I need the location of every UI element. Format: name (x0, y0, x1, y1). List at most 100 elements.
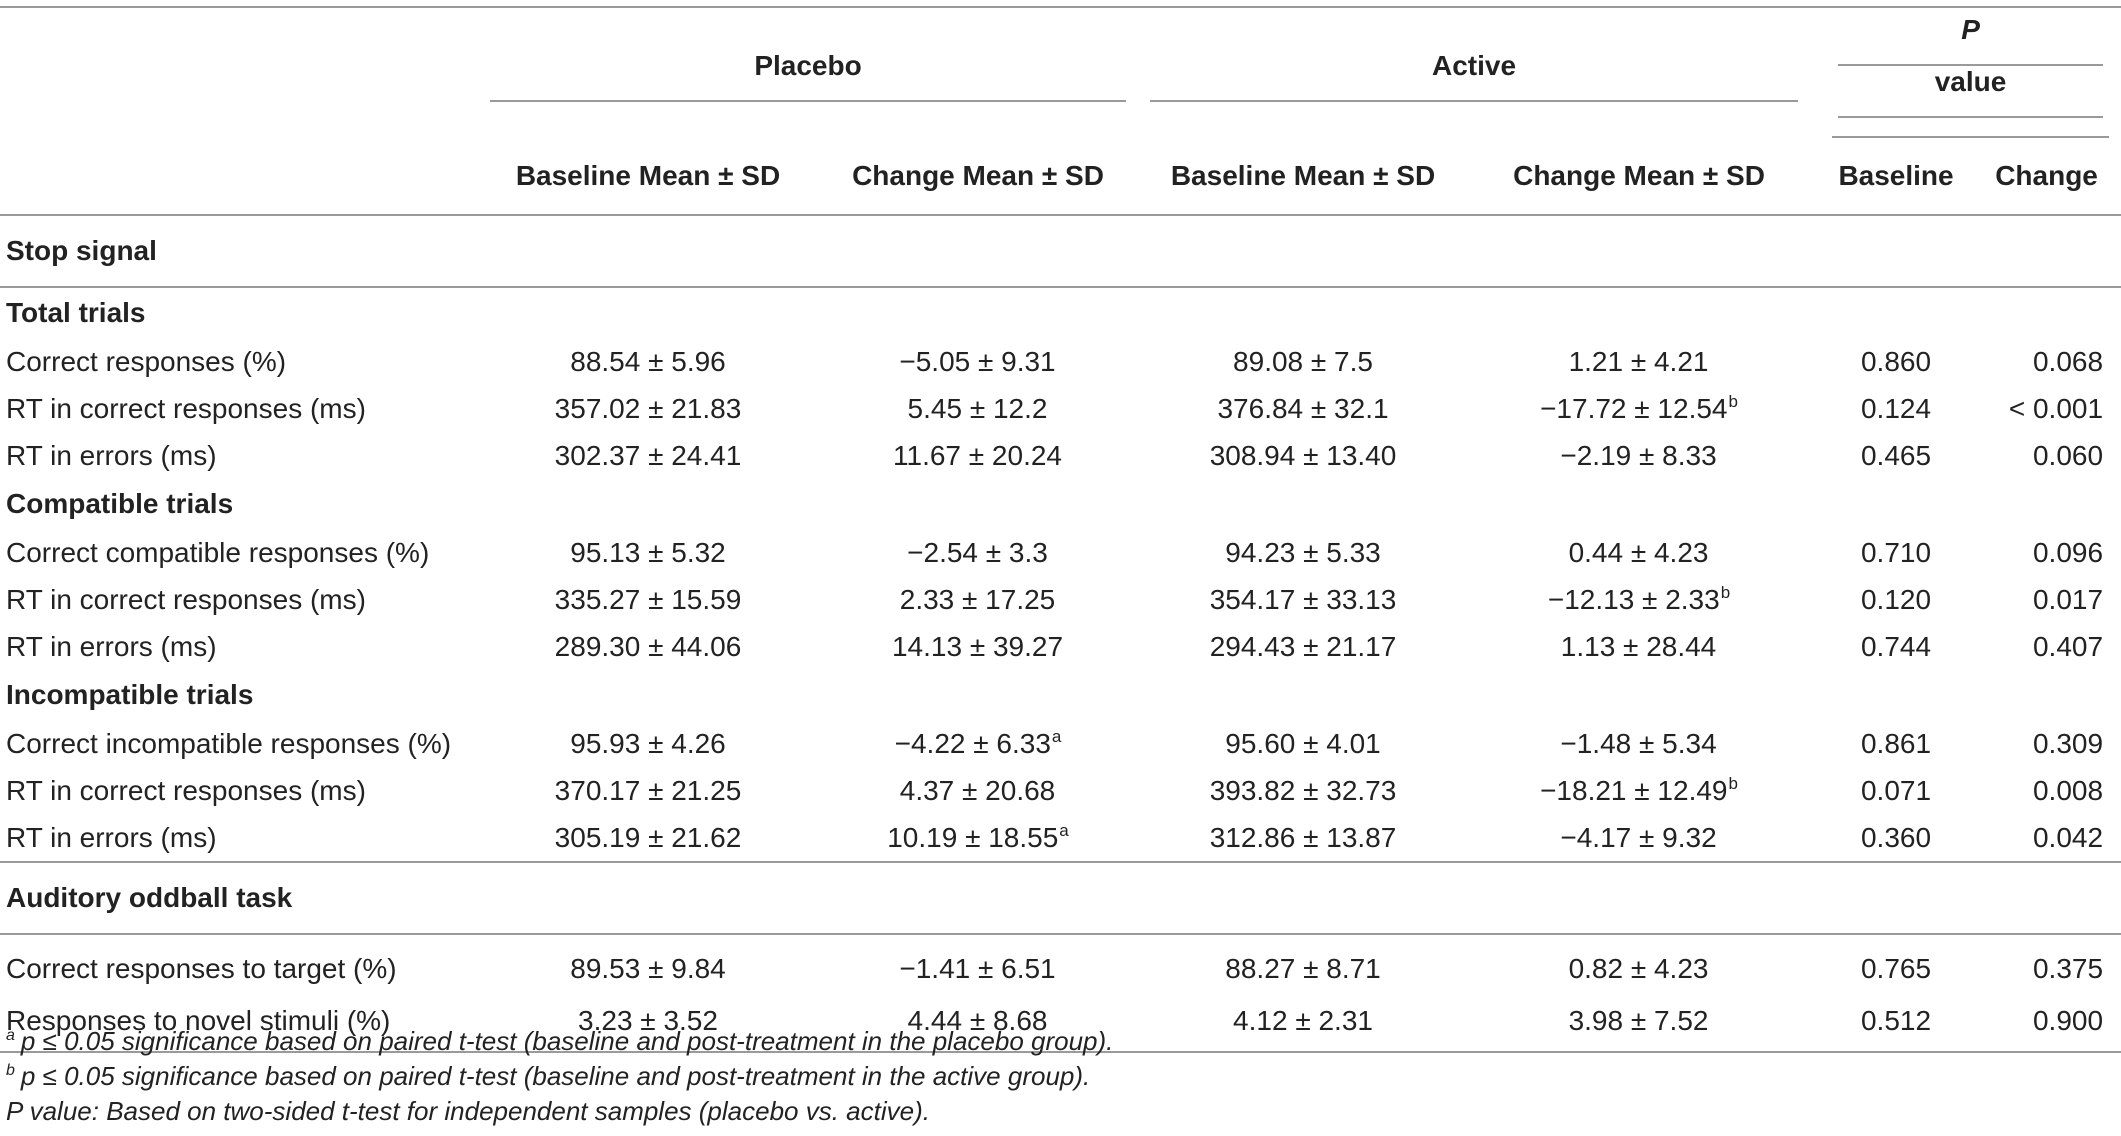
cell-p-change: 0.309 (1972, 720, 2121, 767)
cell-p-change-value: 0.375 (2032, 953, 2104, 984)
cell-p-change: 0.068 (1972, 338, 2121, 385)
footnote-pvalue: P value: Based on two-sided t-test for i… (6, 1094, 1113, 1129)
row-label-value: Correct incompatible responses (%) (6, 727, 452, 759)
col-p-change: Change (1972, 138, 2121, 216)
cell-placebo-change-value: 4.44 ± 8.68 (907, 1005, 1048, 1036)
footnote-b: b p ≤ 0.05 significance based on paired t… (6, 1059, 1113, 1094)
cell-active-baseline: 308.94 ± 13.40 (1138, 432, 1468, 479)
header-group-placebo-label: Placebo (490, 50, 1127, 102)
cell-active-baseline-value: 312.86 ± 13.87 (1209, 821, 1397, 853)
cell-placebo-baseline-value: 302.37 ± 24.41 (554, 439, 742, 471)
cell-active-baseline: 88.27 ± 8.71 (1138, 934, 1468, 995)
cell-gap (1810, 814, 1820, 862)
cell-placebo-baseline-value: 370.17 ± 21.25 (554, 774, 742, 806)
cell-placebo-baseline: 3.23 ± 3.52 (478, 995, 818, 1053)
cell-gap (1810, 576, 1820, 623)
cell-active-change: −4.17 ± 9.32 (1468, 814, 1810, 862)
cell-placebo-change-value: 4.37 ± 20.68 (899, 774, 1056, 806)
cell-active-change: 3.98 ± 7.52 (1468, 995, 1811, 1053)
row-label: RT in correct responses (ms) (0, 767, 478, 814)
subsection-title-total-trials: Total trials (6, 297, 146, 328)
cell-placebo-baseline: 95.13 ± 5.32 (478, 529, 818, 576)
cell-placebo-change: 11.67 ± 20.24 (818, 432, 1138, 479)
footnote-b-mark: b (6, 1062, 15, 1079)
cell-active-change: −12.13 ± 2.33b (1468, 576, 1810, 623)
row-label: Correct incompatible responses (%) (0, 720, 478, 767)
cell-p-change: 0.017 (1972, 576, 2121, 623)
cell-placebo-baseline-value: 3.23 ± 3.52 (578, 1005, 718, 1036)
cell-placebo-baseline-value: 335.27 ± 15.59 (554, 583, 742, 615)
row-label-value: RT in errors (ms) (6, 630, 217, 662)
cell-p-baseline: 0.124 (1820, 385, 1972, 432)
footnote-a-mark: a (6, 1027, 15, 1044)
table-row: Correct responses (%) 88.54 ± 5.96 −5.05 ±… (0, 338, 2121, 385)
cell-active-baseline-value: 308.94 ± 13.40 (1209, 439, 1397, 471)
cell-p-change: 0.060 (1972, 432, 2121, 479)
row-label-value: RT in correct responses (ms) (6, 392, 366, 424)
cell-p-change-value: 0.060 (2032, 439, 2104, 471)
table-row: RT in correct responses (ms) 335.27 ± 15.… (0, 576, 2121, 623)
row-label: RT in correct responses (ms) (0, 576, 478, 623)
row-label-value: Responses to novel stimuli (%) (6, 1005, 391, 1036)
footnote-pvalue-text: P value: Based on two-sided t-test for i… (6, 1096, 930, 1126)
row-label: Correct responses to target (%) (0, 934, 478, 995)
cell-placebo-baseline: 370.17 ± 21.25 (478, 767, 818, 814)
cell-active-change-value: 0.82 ± 4.23 (1568, 953, 1709, 984)
table-row: Correct responses to target (%) 89.53 ± 9… (0, 934, 2121, 995)
cell-placebo-baseline-value: 89.53 ± 9.84 (570, 953, 726, 984)
footnotes: a p ≤ 0.05 significance based on paired t… (6, 1024, 1113, 1129)
cell-placebo-baseline: 89.53 ± 9.84 (478, 934, 818, 995)
cell-placebo-baseline: 95.93 ± 4.26 (478, 720, 818, 767)
cell-p-baseline-value: 0.710 (1860, 536, 1932, 568)
cell-p-baseline: 0.512 (1820, 995, 1973, 1053)
cell-active-change-value: −12.13 ± 2.33 (1547, 583, 1720, 615)
footnote-a: a p ≤ 0.05 significance based on paired t… (6, 1024, 1113, 1059)
row-label-value: RT in correct responses (ms) (6, 774, 366, 806)
cell-placebo-change: −4.22 ± 6.33a (818, 720, 1138, 767)
cell-placebo-baseline-value: 357.02 ± 21.83 (554, 392, 742, 424)
cell-p-change: 0.096 (1972, 529, 2121, 576)
cell-p-baseline: 0.120 (1820, 576, 1972, 623)
cell-p-change-value: 0.008 (2032, 774, 2104, 806)
cell-p-change: < 0.001 (1972, 385, 2121, 432)
cell-p-baseline-value: 0.512 (1860, 1005, 1932, 1036)
row-label-value: Correct compatible responses (%) (6, 536, 430, 568)
cell-active-change-value: 3.98 ± 7.52 (1568, 1005, 1709, 1036)
cell-p-baseline: 0.765 (1820, 934, 1972, 995)
cell-p-baseline: 0.071 (1820, 767, 1972, 814)
table-row: RT in errors (ms) 289.30 ± 44.06 14.13 ± 3… (0, 623, 2121, 670)
cell-p-change-value: 0.068 (2032, 345, 2104, 377)
col-gap (1810, 138, 1821, 216)
cell-active-change-value: −17.72 ± 12.54 (1540, 392, 1728, 424)
row-label-value: Correct responses to target (%) (6, 953, 397, 984)
cell-placebo-change: 10.19 ± 18.55a (818, 814, 1138, 862)
cell-active-baseline-value: 393.82 ± 32.73 (1209, 774, 1397, 806)
cell-gap (1810, 767, 1820, 814)
cell-p-baseline-value: 0.360 (1860, 821, 1932, 853)
cell-placebo-baseline-value: 289.30 ± 44.06 (554, 630, 742, 662)
cell-placebo-change-value: 14.13 ± 39.27 (891, 630, 1064, 662)
section-title-auditory: Auditory oddball task (0, 861, 2121, 935)
cell-placebo-change: 2.33 ± 17.25 (818, 576, 1138, 623)
section-title-stop-signal: Stop signal (0, 215, 2121, 288)
cell-placebo-change-value: −2.54 ± 3.3 (907, 536, 1048, 568)
cell-p-change-value: 0.309 (2032, 727, 2104, 759)
cell-active-change: 1.13 ± 28.44 (1468, 623, 1810, 670)
cell-p-baseline: 0.465 (1820, 432, 1972, 479)
column-header-row: Baseline Mean ± SD Change Mean ± SD Base… (0, 138, 2121, 216)
subsection-row-total-trials: Total trials (0, 287, 2121, 338)
row-label-value: RT in correct responses (ms) (6, 583, 366, 615)
table-row: Correct incompatible responses (%) 95.93 … (0, 720, 2121, 767)
cell-placebo-baseline: 357.02 ± 21.83 (478, 385, 818, 432)
cell-gap (1810, 720, 1820, 767)
subsection-row-compatible-trials: Compatible trials (0, 479, 2121, 529)
cell-active-baseline: 294.43 ± 21.17 (1138, 623, 1468, 670)
cell-placebo-change-value: 11.67 ± 20.24 (893, 439, 1062, 471)
cell-active-change: 0.44 ± 4.23 (1468, 529, 1810, 576)
col-active-change: Change Mean ± SD (1468, 138, 1811, 216)
row-label-value: RT in errors (ms) (6, 439, 217, 471)
cell-active-baseline: 312.86 ± 13.87 (1138, 814, 1468, 862)
cell-active-baseline-value: 88.27 ± 8.71 (1225, 953, 1381, 984)
cell-active-change-footnote-mark: b (1728, 773, 1738, 793)
cell-active-baseline-value: 89.08 ± 7.5 (1233, 345, 1373, 377)
